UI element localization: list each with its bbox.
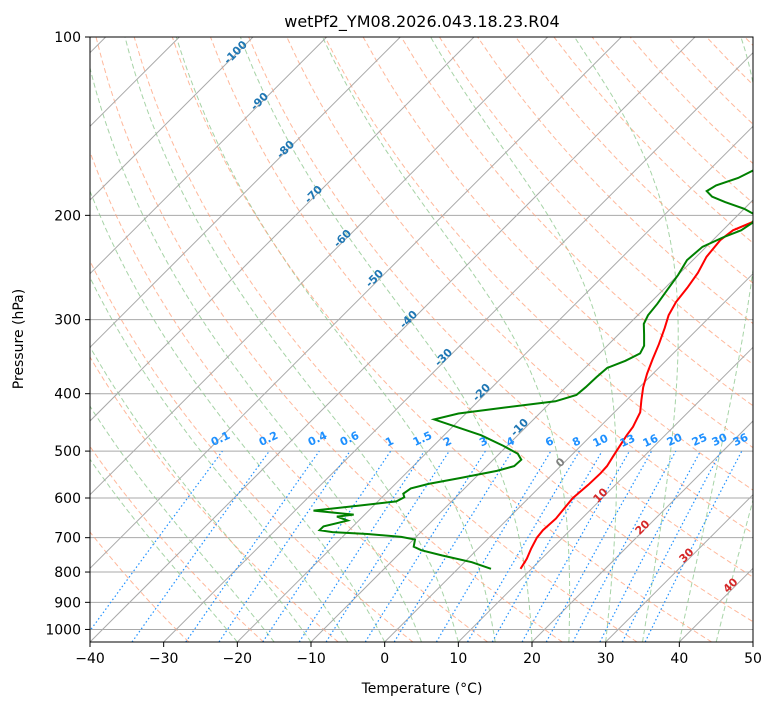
mixing-ratio-label: 13	[618, 432, 637, 450]
isotherm-line	[457, 346, 753, 642]
isotherm-line	[90, 37, 328, 275]
y-tick-label: 700	[54, 531, 81, 547]
x-tick-label: −30	[149, 651, 179, 667]
y-tick-label: 300	[54, 313, 81, 329]
isotherm-line	[90, 37, 622, 570]
dry-adiabat-line	[438, 37, 753, 366]
moist-adiabat-line	[175, 37, 496, 642]
dry-adiabat-line	[515, 37, 753, 284]
mixing-ratio-line	[131, 450, 270, 642]
mixing-ratio-line	[218, 450, 351, 642]
dry-adiabat-line	[171, 37, 712, 642]
x-tick-label: 0	[380, 651, 389, 667]
mixing-ratio-line	[90, 450, 223, 632]
mixing-ratio-lines	[90, 450, 743, 642]
dry-adiabat-line	[133, 37, 638, 642]
isotherm-line	[90, 37, 401, 349]
dry-adiabat-line	[400, 37, 753, 407]
moist-adiabat-line	[430, 37, 617, 642]
isotherm-line	[90, 37, 696, 642]
moist-adiabat-line	[124, 37, 459, 642]
isotherms	[90, 37, 753, 642]
isotherm-line	[605, 493, 753, 642]
moist-adiabat-line	[90, 65, 422, 642]
isotherm-line	[163, 51, 753, 642]
isotherm-line	[90, 37, 549, 496]
isotherm-line	[90, 37, 475, 422]
mixing-ratio-label: 10	[591, 432, 611, 450]
y-tick-label: 400	[54, 387, 81, 403]
moist-adiabat-line	[90, 405, 275, 642]
y-tick-label: 1000	[45, 622, 81, 638]
mixing-ratio-label: 25	[690, 431, 709, 449]
x-tick-label: −40	[75, 651, 105, 667]
x-tick-label: −20	[223, 651, 253, 667]
mixing-ratio-line	[185, 450, 320, 642]
dewpoint-line	[313, 168, 753, 570]
moist-adiabat-line	[90, 276, 349, 642]
mixing-ratio-line	[644, 450, 743, 642]
y-tick-label: 600	[54, 491, 81, 507]
plot-background	[90, 37, 753, 642]
mixing-ratio-line	[393, 450, 513, 642]
y-axis-label: Pressure (hPa)	[11, 289, 27, 389]
plot-frame	[89, 36, 754, 643]
dry-adiabat-line	[90, 356, 339, 642]
moist-adiabats	[90, 37, 753, 642]
dry-adiabats	[90, 37, 753, 642]
dry-adiabat-line	[210, 37, 753, 623]
moist-adiabat-line	[322, 37, 571, 642]
moist-adiabat-line	[715, 498, 753, 642]
isotherm-line	[90, 37, 254, 201]
x-tick-label: −10	[296, 651, 326, 667]
dry-adiabat-line	[90, 150, 488, 642]
mixing-ratio-line	[545, 450, 653, 642]
dry-adiabat-line	[90, 531, 190, 642]
mixing-ratio-label: 36	[731, 431, 751, 449]
mixing-ratio-line	[521, 450, 631, 642]
mixing-ratio-line	[262, 450, 392, 642]
x-tick-label: 40	[670, 651, 688, 667]
mixing-ratio-label: 16	[641, 432, 661, 450]
dry-adiabat-line	[90, 445, 264, 642]
chart-title: wetPf2_YM08.2026.043.18.23.R04	[284, 12, 559, 32]
mixing-ratio-label: 20	[665, 431, 685, 449]
x-tick-label: 50	[744, 651, 762, 667]
y-tick-label: 900	[54, 595, 81, 611]
sounding-series	[313, 168, 753, 570]
y-tick-label: 100	[54, 30, 81, 46]
y-tick-label: 500	[54, 444, 81, 460]
x-axis: −40 −30 −20 −10 0 10 20 30 40 50	[75, 642, 762, 667]
isotherm-line	[310, 199, 753, 642]
dry-adiabat-line	[95, 37, 563, 642]
mixing-ratio-line	[572, 450, 677, 642]
y-tick-label: 200	[54, 208, 81, 224]
moist-adiabat-line	[90, 458, 238, 642]
mixing-ratio-label: 30	[710, 431, 730, 449]
moist-adiabat-line	[574, 37, 679, 642]
temperature-line	[519, 220, 753, 570]
isotherm-line	[531, 420, 753, 642]
mixing-ratio-line	[325, 450, 450, 642]
isotherm-line	[384, 272, 753, 642]
dry-adiabat-line	[248, 37, 753, 578]
isotherm-line	[236, 125, 753, 642]
x-tick-label: 30	[597, 651, 615, 667]
y-tick-label: 800	[54, 565, 81, 581]
x-tick-label: 10	[449, 651, 467, 667]
dry-adiabat-line	[324, 37, 753, 491]
y-axis: 1000 900 800 700 600 500 400 300 200 100	[45, 30, 90, 638]
x-axis-label: Temperature (°C)	[361, 681, 483, 697]
x-tick-label: 20	[523, 651, 541, 667]
mixing-ratio-line	[298, 450, 425, 642]
moist-adiabat-line	[239, 37, 533, 642]
